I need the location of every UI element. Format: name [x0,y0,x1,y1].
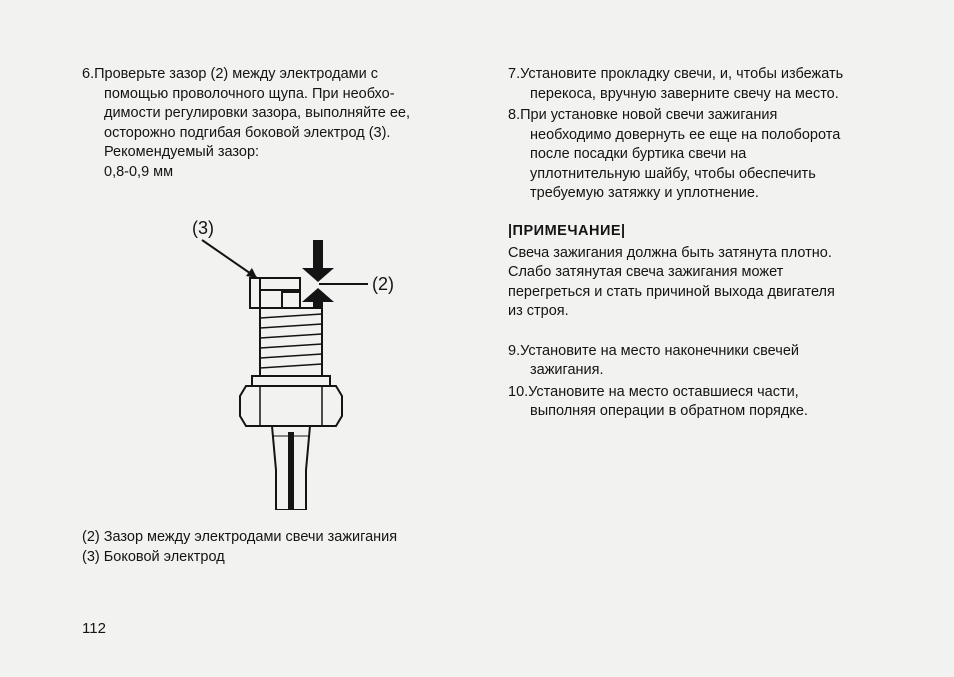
step6-line3: димости регулировки зазора, выполняйте е… [104,105,410,121]
note-l2: Слабо затянутая свеча зажигания может [508,264,783,280]
page: 6.Проверьте зазор (2) между электродами … [0,0,954,677]
right-column: 7.Установите прокладку свечи, и, чтобы и… [508,65,894,637]
step8-l5: требуемую затяжку и уплотнение. [530,185,759,201]
step6-line1: 6.Проверьте зазор (2) между электродами … [82,66,378,82]
note-body: Свеча зажигания должна быть затянута пло… [508,244,894,322]
note-heading: |ПРИМЕЧАНИЕ| [508,222,894,242]
step6-line6: 0,8-0,9 мм [104,164,173,180]
gasket [252,376,330,386]
note-l1: Свеча зажигания должна быть затянута пло… [508,245,832,261]
left-column: 6.Проверьте зазор (2) между электродами … [82,65,468,637]
page-number: 112 [82,619,106,639]
legend-3: (3) Боковой электрод [82,548,468,568]
step8-l2: необходимо довернуть ее еще на полоборот… [530,127,840,143]
step9-l2: зажигания. [530,362,604,378]
legend-2: (2) Зазор между электродами свечи зажига… [82,528,468,548]
side-electrode-leg [250,278,260,308]
gap-arrow-top-head [302,268,334,282]
step-8: 8.При установке новой свечи зажигания не… [508,106,894,204]
step7-l1: 7.Установите прокладку свечи, и, чтобы и… [508,66,843,82]
step-7: 7.Установите прокладку свечи, и, чтобы и… [508,65,894,104]
step6-line4: осторожно подгибая боковой электрод (3). [104,125,390,141]
note-l3: перегреться и стать причиной выхода двиг… [508,284,835,300]
arrow-3-head [246,268,257,278]
gap-arrow-bot-head [302,288,334,302]
gap-arrow-top-shaft [313,240,323,268]
center-core [288,432,294,510]
center-electrode-tip [282,292,300,308]
step-6: 6.Проверьте зазор (2) между электродами … [82,65,468,182]
spark-plug-diagram: (3) (2) [142,210,452,510]
spark-plug-svg: (3) (2) [142,210,452,510]
step8-l4: уплотнительную шайбу, чтобы обеспечить [530,166,816,182]
step-9: 9.Установите на место наконечники свечей… [508,342,894,381]
step8-l3: после посадки буртика свечи на [530,146,746,162]
diagram-legend: (2) Зазор между электродами свечи зажига… [82,528,468,567]
step8-l1: 8.При установке новой свечи зажигания [508,107,777,123]
diagram-label-2: (2) [372,274,394,294]
note-l4: из строя. [508,303,569,319]
step6-line5: Рекомендуемый зазор: [104,144,259,160]
diagram-label-3: (3) [192,218,214,238]
step10-l1: 10.Установите на место оставшиеся части, [508,384,799,400]
arrow-3-line [202,240,257,278]
step-10: 10.Установите на место оставшиеся части,… [508,383,894,422]
spacer [508,324,894,342]
step7-l2: перекоса, вручную заверните свечу на мес… [530,86,839,102]
step9-l1: 9.Установите на место наконечники свечей [508,343,799,359]
hex-nut [240,386,342,426]
step6-line2: помощью проволочного щупа. При необхо- [104,86,395,102]
step10-l2: выполняя операции в обратном порядке. [530,403,808,419]
